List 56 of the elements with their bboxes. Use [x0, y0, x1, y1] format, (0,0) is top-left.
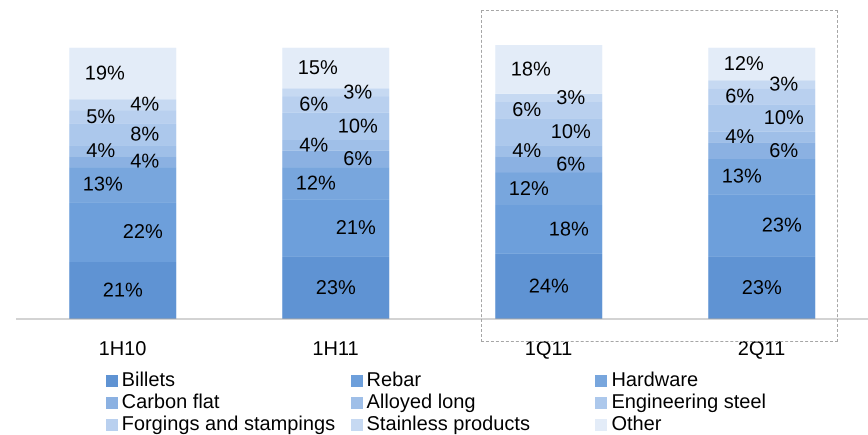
bar — [495, 254, 602, 319]
data-label: 6% — [725, 86, 754, 108]
data-label: 12% — [296, 172, 336, 194]
legend-label: Alloyed long — [366, 391, 476, 413]
legend-label: Rebar — [366, 369, 422, 391]
data-label: 10% — [338, 115, 378, 138]
data-label: 8% — [130, 124, 160, 146]
legend-label: Engineering steel — [611, 391, 766, 413]
bar — [69, 262, 176, 319]
data-label: 23% — [742, 276, 782, 299]
legend-label: Stainless products — [366, 413, 530, 435]
data-label: 10% — [550, 120, 591, 143]
data-label: 4% — [130, 94, 160, 116]
legend-label: Other — [611, 413, 662, 435]
data-label: 6% — [343, 148, 372, 170]
data-label: 3% — [556, 86, 586, 109]
data-label: 21% — [336, 217, 376, 240]
data-label: 6% — [299, 94, 328, 116]
data-label: 10% — [764, 107, 804, 130]
data-label: 5% — [86, 106, 116, 128]
legend-label: Forgings and stampings — [122, 413, 336, 435]
bar — [495, 156, 602, 173]
x-tick-label: 1H11 — [312, 338, 359, 360]
data-label: 6% — [512, 99, 542, 122]
data-label: 15% — [298, 57, 338, 80]
data-label: 18% — [548, 218, 589, 240]
data-label: 6% — [556, 153, 586, 176]
bar — [282, 256, 390, 319]
data-label: 6% — [769, 140, 798, 162]
data-label: 13% — [722, 166, 762, 188]
data-label: 12% — [724, 52, 764, 75]
bar — [708, 256, 816, 319]
data-label: 3% — [343, 81, 372, 104]
bar — [282, 140, 390, 151]
data-label: 13% — [82, 174, 123, 196]
data-label: 19% — [84, 62, 125, 84]
x-tick-label: 1H10 — [98, 338, 146, 360]
data-label: 23% — [316, 276, 356, 299]
bar — [708, 142, 816, 159]
x-tick-label: 2Q11 — [738, 338, 786, 360]
data-label: 4% — [299, 134, 328, 156]
x-tick-label: 1Q11 — [524, 338, 572, 360]
legend-label: Billets — [122, 369, 176, 391]
data-label: 4% — [86, 140, 116, 162]
data-label: 4% — [725, 126, 754, 148]
data-label: 23% — [762, 214, 802, 236]
data-label: 12% — [508, 178, 549, 200]
data-label: 22% — [122, 221, 163, 244]
data-label: 21% — [102, 280, 143, 302]
data-label: 4% — [512, 140, 542, 162]
data-label: 24% — [528, 275, 569, 298]
legend-label: Carbon flat — [122, 391, 220, 413]
data-label: 4% — [130, 150, 160, 173]
legend-label: Hardware — [611, 369, 698, 391]
data-label: 3% — [769, 73, 798, 96]
data-label: 18% — [510, 58, 551, 80]
